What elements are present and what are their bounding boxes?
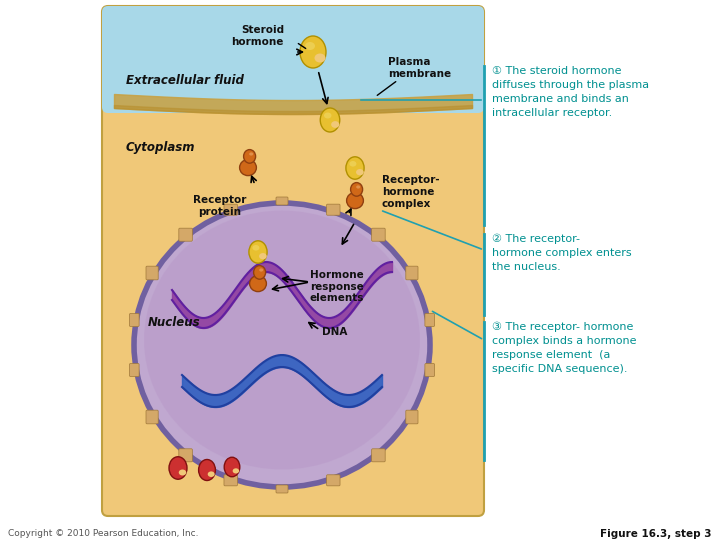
Ellipse shape (346, 157, 364, 179)
FancyBboxPatch shape (406, 266, 418, 280)
Text: Cytoplasm: Cytoplasm (126, 141, 196, 154)
Text: ② The receptor-
hormone complex enters
the nucleus.: ② The receptor- hormone complex enters t… (492, 234, 631, 272)
Ellipse shape (169, 457, 187, 480)
Ellipse shape (331, 121, 339, 128)
Ellipse shape (351, 183, 363, 196)
Text: Copyright © 2010 Pearson Education, Inc.: Copyright © 2010 Pearson Education, Inc. (8, 530, 199, 538)
FancyBboxPatch shape (327, 204, 340, 215)
Text: ③ The receptor- hormone
complex binds a hormone
response element  (a
specific DN: ③ The receptor- hormone complex binds a … (492, 322, 636, 374)
Ellipse shape (346, 193, 364, 208)
FancyBboxPatch shape (327, 475, 340, 486)
FancyBboxPatch shape (406, 410, 418, 424)
Ellipse shape (233, 468, 239, 474)
Ellipse shape (179, 469, 186, 476)
Ellipse shape (253, 266, 266, 279)
Ellipse shape (356, 185, 360, 188)
FancyBboxPatch shape (102, 6, 484, 516)
Text: Steroid
hormone: Steroid hormone (232, 25, 284, 47)
Text: Extracellular fluid: Extracellular fluid (126, 73, 244, 86)
Text: Figure 16.3, step 3: Figure 16.3, step 3 (600, 529, 712, 539)
Ellipse shape (300, 36, 326, 68)
FancyBboxPatch shape (102, 6, 484, 113)
Ellipse shape (250, 275, 266, 292)
Ellipse shape (349, 161, 356, 167)
Ellipse shape (134, 203, 430, 487)
Text: DNA: DNA (322, 327, 347, 337)
Ellipse shape (240, 160, 256, 176)
Text: Plasma
membrane: Plasma membrane (388, 57, 451, 79)
FancyBboxPatch shape (130, 363, 139, 376)
FancyBboxPatch shape (224, 204, 238, 215)
Ellipse shape (324, 112, 331, 118)
Ellipse shape (259, 253, 266, 259)
Text: ① The steroid hormone
diffuses through the plasma
membrane and binds an
intracel: ① The steroid hormone diffuses through t… (492, 66, 649, 118)
Ellipse shape (356, 169, 364, 176)
Ellipse shape (249, 152, 253, 156)
Ellipse shape (243, 150, 256, 163)
Ellipse shape (315, 53, 325, 63)
FancyBboxPatch shape (179, 228, 192, 241)
FancyBboxPatch shape (224, 475, 238, 486)
FancyBboxPatch shape (276, 485, 288, 493)
Text: Nucleus: Nucleus (148, 315, 201, 328)
FancyBboxPatch shape (372, 228, 385, 241)
Ellipse shape (253, 245, 259, 251)
FancyBboxPatch shape (146, 266, 158, 280)
FancyBboxPatch shape (372, 449, 385, 462)
Text: Hormone
response
elements: Hormone response elements (310, 270, 364, 303)
Ellipse shape (199, 460, 215, 481)
FancyBboxPatch shape (425, 363, 435, 376)
FancyBboxPatch shape (425, 314, 435, 327)
Ellipse shape (249, 241, 267, 263)
Ellipse shape (224, 457, 240, 477)
FancyBboxPatch shape (146, 410, 158, 424)
FancyBboxPatch shape (130, 314, 139, 327)
FancyBboxPatch shape (179, 449, 192, 462)
Text: Receptor-
hormone
complex: Receptor- hormone complex (382, 176, 440, 208)
Ellipse shape (207, 471, 215, 477)
Ellipse shape (259, 268, 264, 272)
Ellipse shape (305, 42, 315, 50)
Ellipse shape (320, 108, 340, 132)
Text: Receptor
protein: Receptor protein (193, 195, 247, 217)
FancyBboxPatch shape (276, 197, 288, 205)
Ellipse shape (144, 211, 420, 469)
